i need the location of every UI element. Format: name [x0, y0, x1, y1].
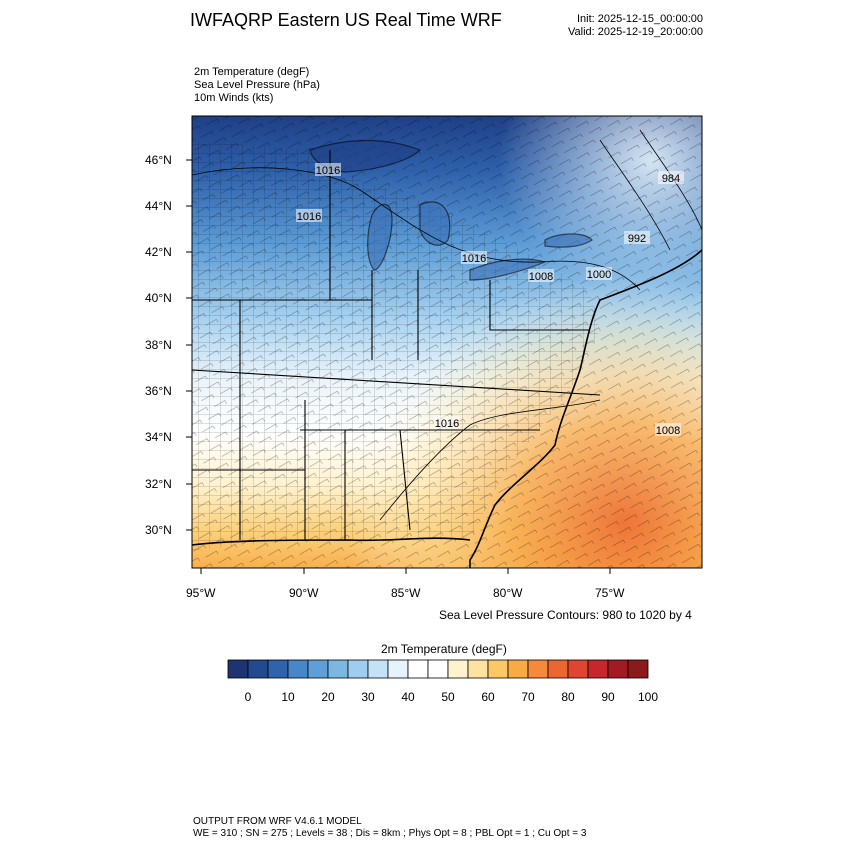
colorbar-label: 100 [638, 690, 658, 704]
isobar-label-bg [461, 251, 487, 264]
colorbar-swatch [267, 659, 289, 679]
colorbar-swatch [467, 659, 489, 679]
colorbar-title: 2m Temperature (degF) [381, 642, 507, 656]
colorbar-swatch [607, 659, 629, 679]
isobar-label: 1008 [529, 271, 553, 283]
isobar-label-bg [434, 416, 460, 429]
colorbar-label: 60 [481, 690, 495, 704]
colorbar-label: 30 [361, 690, 375, 704]
contour-note: Sea Level Pressure Contours: 980 to 1020… [439, 608, 692, 622]
valid-time: Valid: 2025-12-19_20:00:00 [568, 26, 703, 38]
lon-label: 95°W [186, 586, 216, 600]
init-valid-times: Init: 2025-12-15_00:00:00 Valid: 2025-12… [568, 13, 703, 39]
colorbar-swatch [367, 659, 389, 679]
colorbar-swatch [307, 659, 329, 679]
lat-label: 36°N [145, 384, 172, 398]
init-time: Init: 2025-12-15_00:00:00 [577, 13, 703, 25]
lon-label: 90°W [289, 586, 319, 600]
colorbar-label: 50 [441, 690, 455, 704]
field-winds: 10m Winds (kts) [194, 92, 274, 104]
isobar-label: 1000 [587, 269, 611, 281]
colorbar-swatch [247, 659, 269, 679]
colorbar-swatch [567, 659, 589, 679]
colorbar-label: 10 [281, 690, 295, 704]
lon-label: 75°W [595, 586, 625, 600]
colorbar-swatch [327, 659, 349, 679]
lat-label: 38°N [145, 338, 172, 352]
colorbar-swatch [347, 659, 369, 679]
isobar-label-bg [296, 209, 322, 222]
colorbar-label: 90 [601, 690, 615, 704]
lat-label: 44°N [145, 199, 172, 213]
isobar-label-bg [528, 269, 554, 282]
isobar-label: 1016 [435, 418, 459, 430]
colorbar-swatch [387, 659, 409, 679]
isobar-label: 992 [628, 233, 646, 245]
colorbar: 0 10 20 30 40 50 60 70 80 90 100 [227, 659, 658, 704]
colorbar-swatch [487, 659, 509, 679]
footer-model: OUTPUT FROM WRF V4.6.1 MODEL [193, 816, 362, 827]
isobar-label-bg [655, 423, 681, 436]
isobar-label-bg [658, 171, 684, 184]
lat-label: 42°N [145, 245, 172, 259]
lon-label: 80°W [493, 586, 523, 600]
lat-label: 32°N [145, 477, 172, 491]
colorbar-label: 20 [321, 690, 335, 704]
isobar-label-bg [586, 267, 612, 280]
page-title: IWFAQRP Eastern US Real Time WRF [190, 10, 502, 30]
colorbar-swatch [407, 659, 429, 679]
colorbar-label: 0 [245, 690, 252, 704]
colorbar-swatch [427, 659, 449, 679]
field-pressure: Sea Level Pressure (hPa) [194, 79, 320, 91]
colorbar-swatch [507, 659, 529, 679]
isobar-label: 1016 [297, 211, 321, 223]
isobar-label: 1016 [462, 253, 486, 265]
colorbar-swatch [527, 659, 549, 679]
colorbar-swatch [627, 659, 649, 679]
lat-label: 46°N [145, 153, 172, 167]
map-frame [191, 115, 703, 569]
footer-config: WE = 310 ; SN = 275 ; Levels = 38 ; Dis … [193, 828, 587, 839]
map-field [192, 116, 702, 568]
isobar-labels: 1016 1016 1016 1016 1008 1000 992 984 1008 [296, 163, 684, 437]
colorbar-swatch [227, 659, 249, 679]
field-list: 2m Temperature (degF) Sea Level Pressure… [194, 66, 320, 105]
lat-label: 30°N [145, 523, 172, 537]
model-footer: OUTPUT FROM WRF V4.6.1 MODEL WE = 310 ; … [193, 816, 586, 840]
colorbar-label: 80 [561, 690, 575, 704]
colorbar-label: 40 [401, 690, 415, 704]
colorbar-label: 70 [521, 690, 535, 704]
lon-label: 85°W [391, 586, 421, 600]
colorbar-swatch [547, 659, 569, 679]
isobar-label: 1008 [656, 425, 680, 437]
isobar-label-bg [315, 163, 341, 176]
colorbar-swatch [587, 659, 609, 679]
colorbar-swatch [287, 659, 309, 679]
lat-label: 34°N [145, 430, 172, 444]
lat-label: 40°N [145, 291, 172, 305]
colorbar-swatch [447, 659, 469, 679]
isobar-label-bg [624, 231, 650, 244]
field-temperature: 2m Temperature (degF) [194, 66, 310, 78]
isobar-label: 1016 [316, 165, 340, 177]
isobar-label: 984 [662, 173, 680, 185]
